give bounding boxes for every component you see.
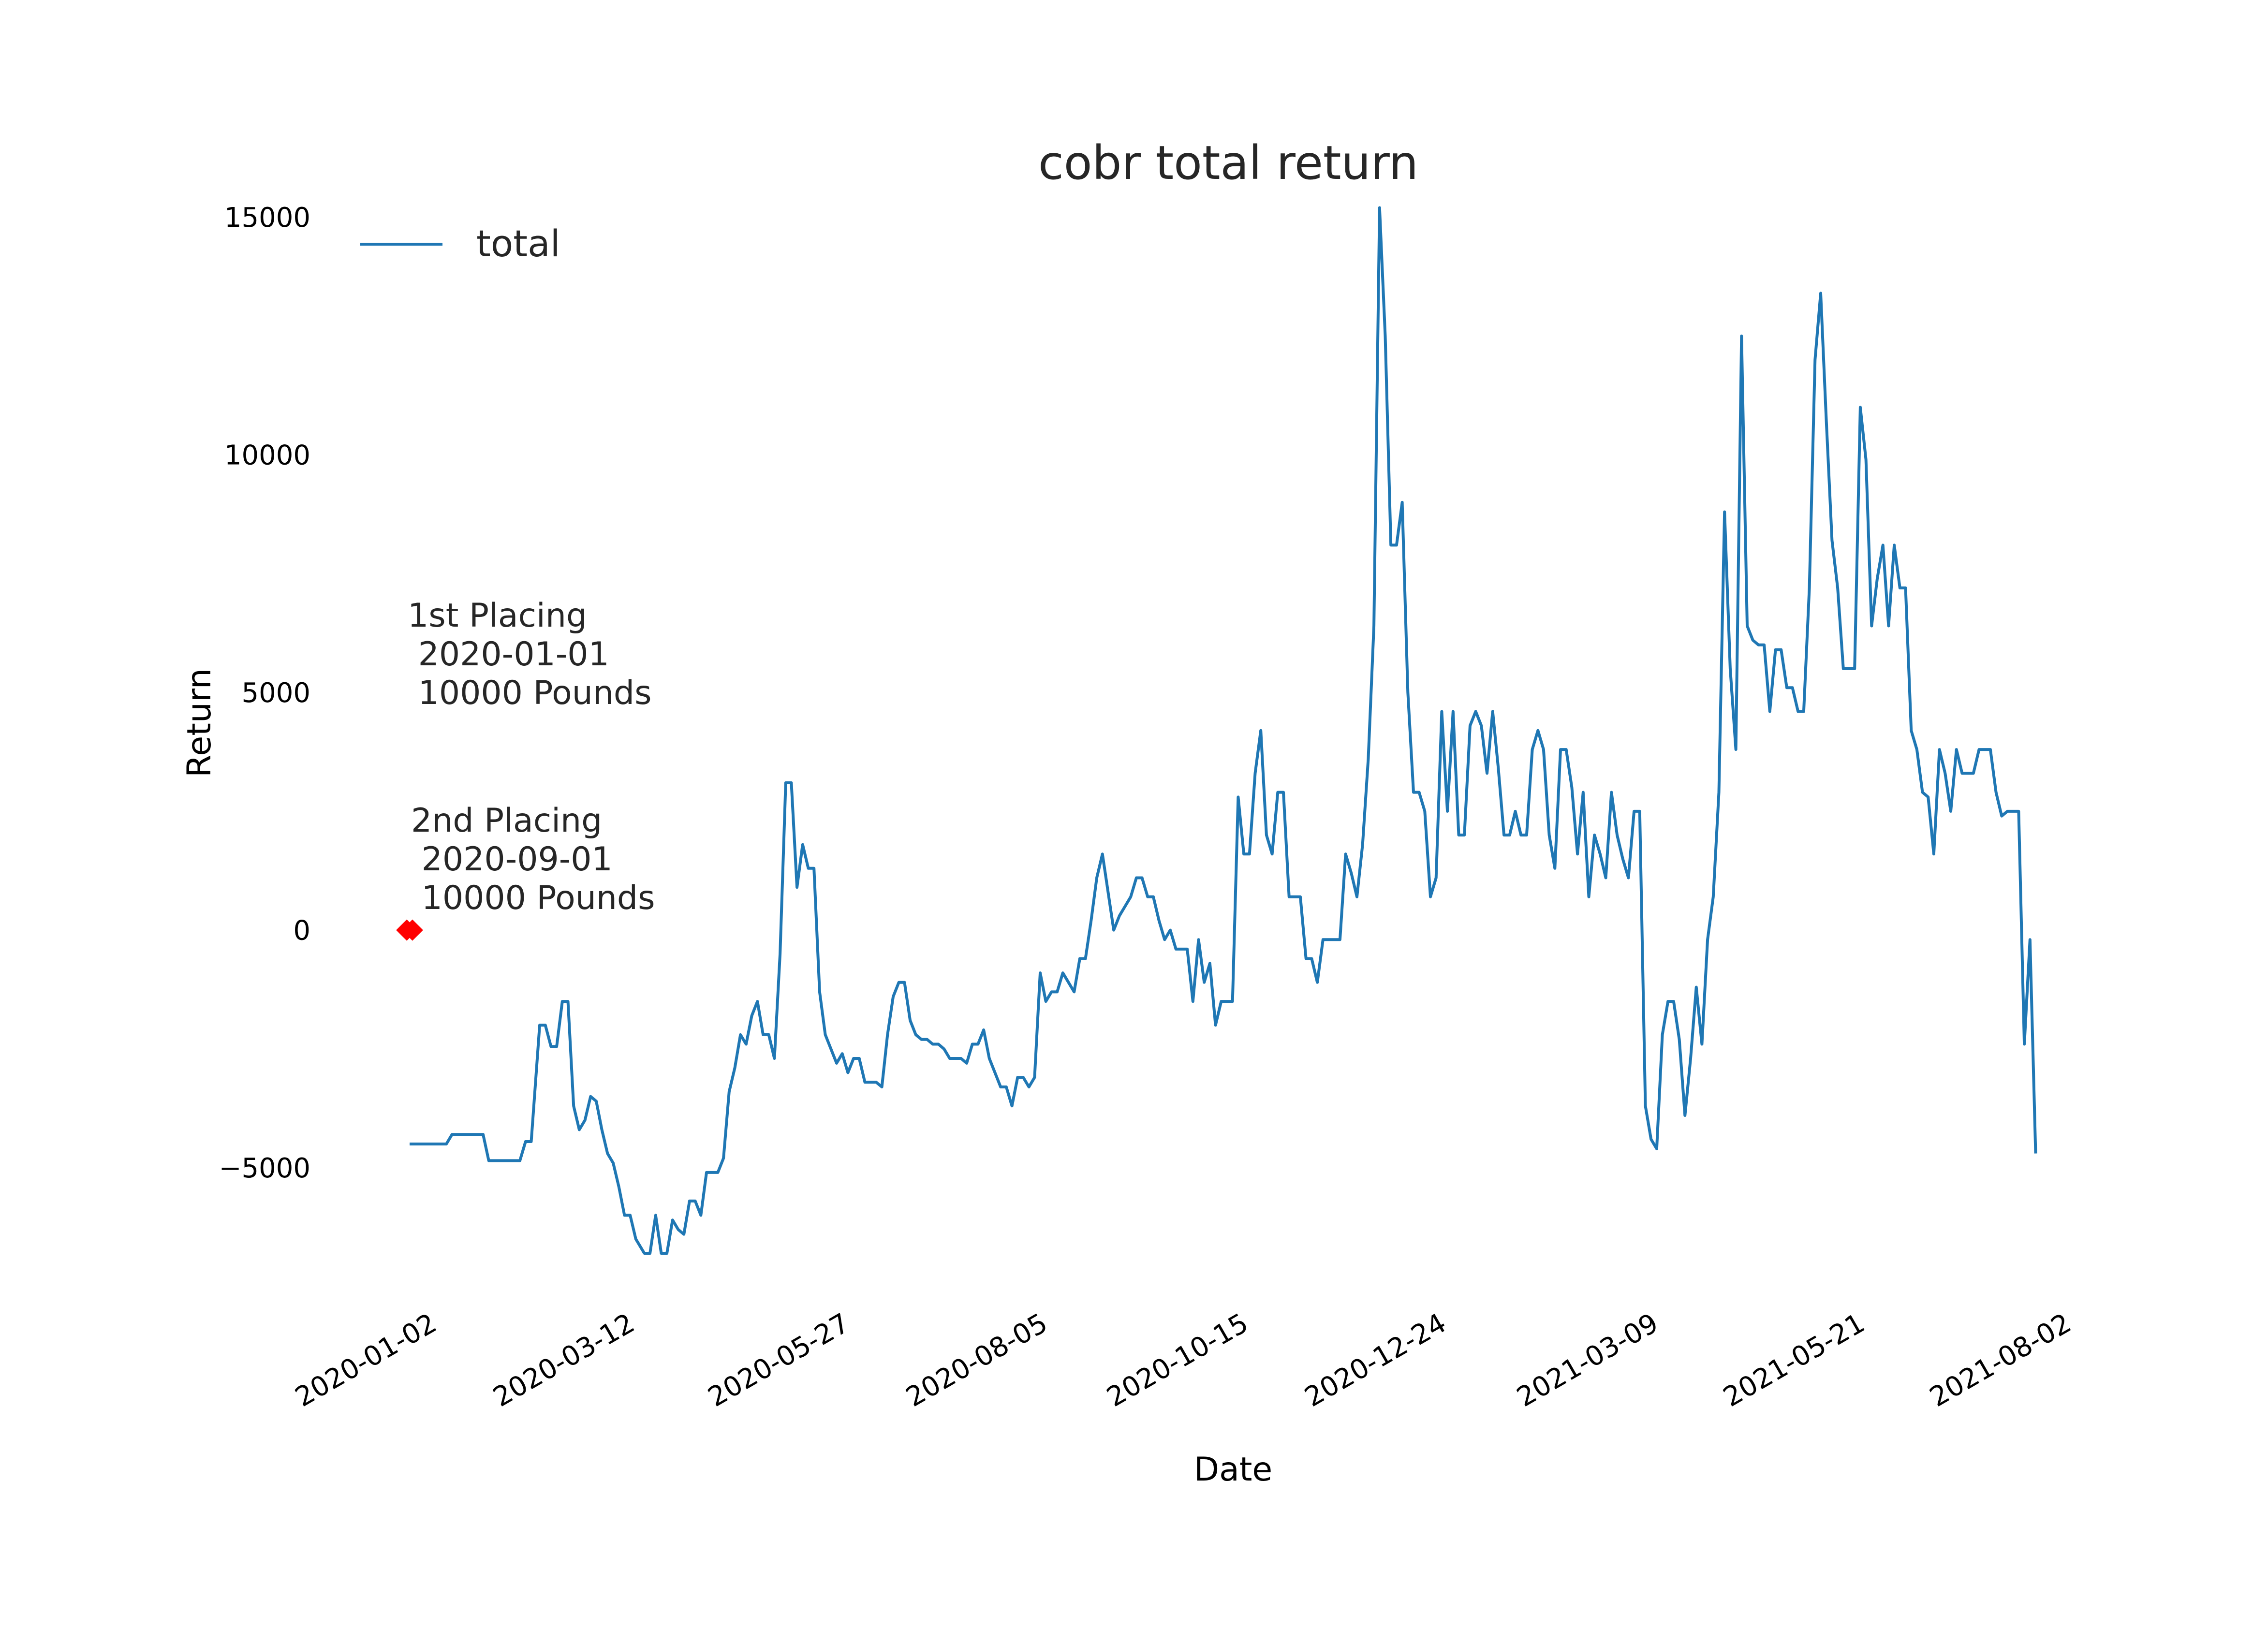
placing-annotation: 1st Placing 2020-01-01 10000 Pounds (408, 597, 652, 712)
x-tick-label: 2021-05-21 (1718, 1307, 1870, 1413)
annotation-line: 10000 Pounds (408, 674, 652, 712)
annotation-line: 1st Placing (408, 597, 587, 635)
y-axis-label: Return (180, 668, 219, 777)
placing-annotation: 2nd Placing 2020-09-01 10000 Pounds (411, 802, 655, 917)
x-tick-label: 2021-08-02 (1925, 1307, 2077, 1413)
x-tick-label: 2020-01-02 (290, 1307, 442, 1413)
annotation-line: 10000 Pounds (411, 879, 655, 917)
placing-marker (401, 919, 423, 941)
legend-label-total: total (476, 222, 560, 265)
y-axis-ticks: −5000 0 5000 10000 15000 (219, 202, 310, 1184)
x-tick-label: 2020-03-12 (488, 1307, 640, 1413)
x-axis-label: Date (1194, 1451, 1273, 1489)
x-axis-ticks: 2020-01-02 2020-03-12 2020-05-27 2020-08-05… (290, 1307, 2077, 1413)
annotation-line: 2nd Placing (411, 802, 602, 840)
y-tick-label: 15000 (224, 202, 310, 234)
y-tick-label: 0 (293, 915, 310, 947)
annotation-line: 2020-01-01 (408, 635, 609, 674)
legend: total (360, 222, 560, 265)
x-tick-label: 2020-10-15 (1102, 1307, 1253, 1413)
x-tick-label: 2020-12-24 (1299, 1307, 1451, 1413)
y-tick-label: 10000 (224, 440, 310, 471)
y-tick-label: 5000 (241, 677, 310, 709)
x-tick-label: 2020-08-05 (901, 1307, 1053, 1413)
chart-title: cobr total return (1038, 136, 1418, 190)
series-line-total (410, 206, 2037, 1255)
y-tick-label: −5000 (219, 1153, 310, 1184)
x-tick-label: 2021-03-09 (1512, 1307, 1664, 1413)
x-tick-label: 2020-05-27 (703, 1307, 854, 1413)
annotation-line: 2020-09-01 (411, 840, 613, 879)
placing-markers (396, 919, 423, 941)
